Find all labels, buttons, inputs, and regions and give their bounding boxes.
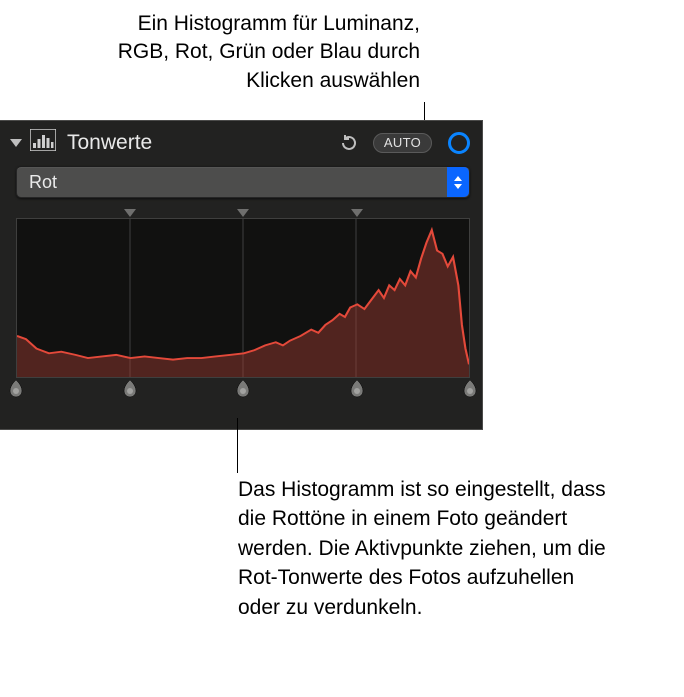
histogram-container xyxy=(16,208,470,403)
top-range-handle[interactable] xyxy=(351,209,363,217)
levels-slider-handle[interactable] xyxy=(462,380,478,398)
top-range-handle[interactable] xyxy=(124,209,136,217)
top-range-handle[interactable] xyxy=(237,209,249,217)
levels-panel-header: Tonwerte AUTO xyxy=(0,121,482,166)
levels-panel: Tonwerte AUTO Rot xyxy=(0,120,483,430)
histogram-area[interactable] xyxy=(16,218,470,378)
levels-slider-handle[interactable] xyxy=(122,380,138,398)
levels-slider-handle[interactable] xyxy=(349,380,365,398)
bottom-handle-track xyxy=(16,380,470,398)
auto-button[interactable]: AUTO xyxy=(373,133,432,153)
callout-bottom-leader xyxy=(237,418,238,473)
levels-slider-handle[interactable] xyxy=(8,380,24,398)
callout-top-text: Ein Histogramm für Luminanz, RGB, Rot, G… xyxy=(90,10,420,95)
levels-icon xyxy=(30,129,56,156)
panel-title: Tonwerte xyxy=(67,131,333,155)
disclosure-triangle-icon[interactable] xyxy=(10,139,22,147)
enable-toggle[interactable] xyxy=(448,132,470,154)
callout-bottom-text: Das Histogramm ist so eingestellt, dass … xyxy=(238,475,618,622)
channel-dropdown[interactable]: Rot xyxy=(16,166,470,198)
channel-dropdown-label: Rot xyxy=(17,172,447,193)
reset-button[interactable] xyxy=(339,133,359,153)
top-handle-track xyxy=(16,208,470,218)
levels-slider-handle[interactable] xyxy=(235,380,251,398)
popup-arrows-icon xyxy=(447,167,469,197)
